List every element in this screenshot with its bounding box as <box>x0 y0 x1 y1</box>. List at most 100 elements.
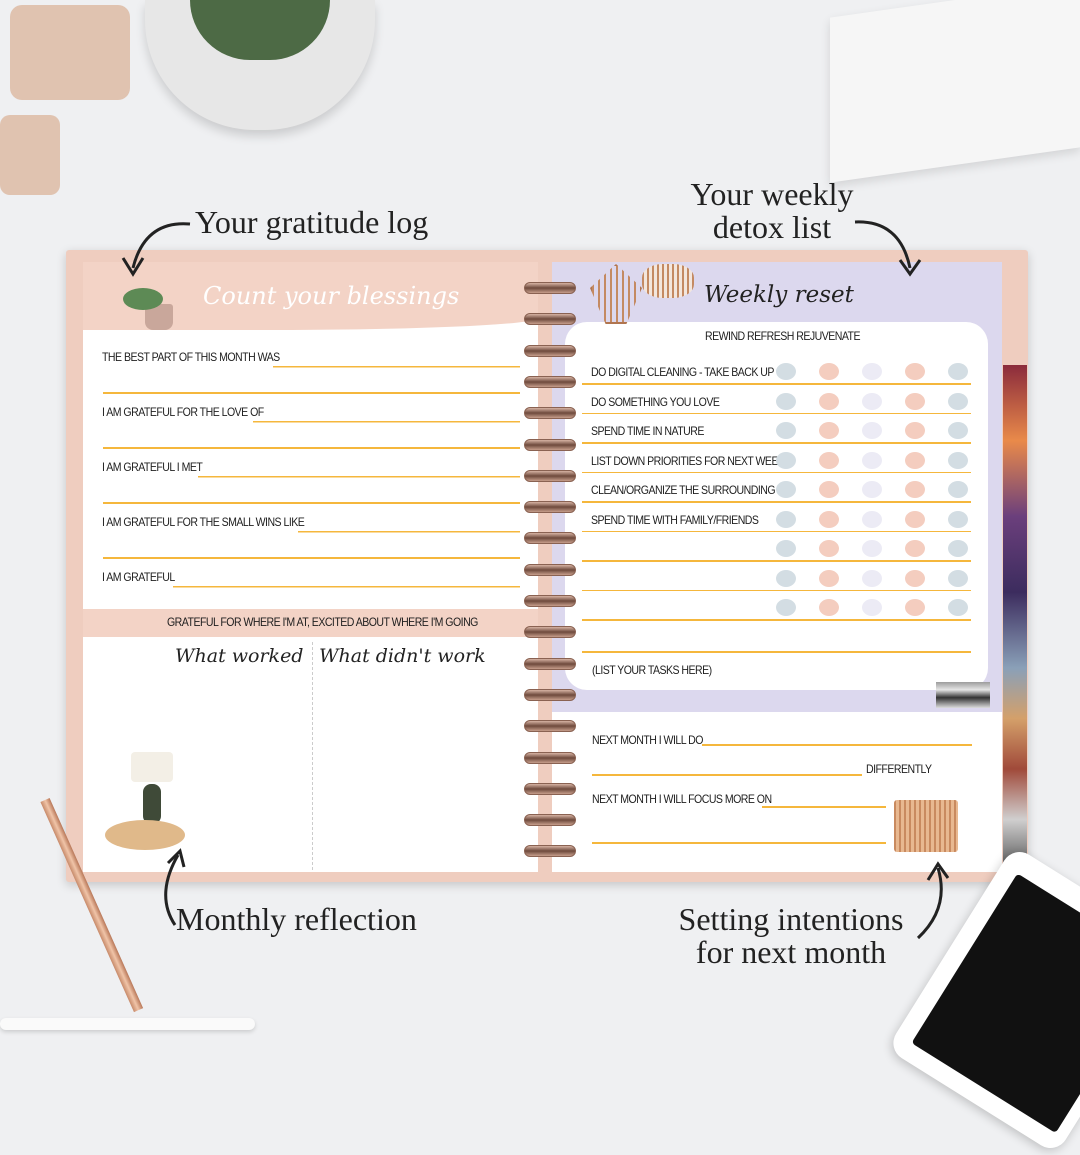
checkbox-dot[interactable] <box>905 481 925 498</box>
checkbox-dot[interactable] <box>776 363 796 380</box>
spiral-coil <box>524 782 576 795</box>
writing-line[interactable] <box>273 366 520 368</box>
checkbox-dot[interactable] <box>862 510 882 528</box>
writing-line <box>592 842 886 844</box>
task-line <box>582 651 971 653</box>
checkbox-dot[interactable] <box>862 392 882 410</box>
checkbox-dot[interactable] <box>819 510 839 528</box>
lamp-illustration <box>105 752 185 852</box>
checkbox-dot[interactable] <box>776 481 796 498</box>
spiral-coil <box>524 626 576 639</box>
checkbox-dot[interactable] <box>862 363 882 380</box>
spiral-coil <box>524 814 576 827</box>
writing-line[interactable] <box>103 392 520 394</box>
checkbox-dot[interactable] <box>776 569 796 587</box>
spiral-coil <box>524 313 576 326</box>
task-line <box>582 530 971 532</box>
checkbox-dot[interactable] <box>905 392 925 410</box>
task-label: CLEAN/ORGANIZE THE SURROUNDING <box>591 483 776 497</box>
checkbox-dot[interactable] <box>776 540 796 557</box>
gratitude-prompt: I AM GRATEFUL I MET <box>102 460 203 474</box>
checkbox-dot[interactable] <box>905 510 925 528</box>
page-tabs[interactable] <box>1003 365 1027 870</box>
gratitude-prompt: THE BEST PART OF THIS MONTH WAS <box>102 350 280 364</box>
task-line <box>582 383 971 385</box>
checkbox-dot[interactable] <box>948 363 968 380</box>
checkbox-dot[interactable] <box>948 599 968 616</box>
banner-text: GRATEFUL FOR WHERE I'M AT, EXCITED ABOUT… <box>167 615 478 629</box>
checkbox-dot[interactable] <box>948 392 968 410</box>
differently-label: DIFFERENTLY <box>866 762 932 776</box>
annotation-detox-1: Your weekly <box>690 176 854 212</box>
checkbox-dot[interactable] <box>948 451 968 469</box>
spiral-coil <box>524 751 576 764</box>
checkbox-dot[interactable] <box>905 422 925 439</box>
checkbox-dot[interactable] <box>905 540 925 557</box>
checkbox-dot[interactable] <box>905 451 925 469</box>
task-line <box>582 442 971 444</box>
writing-line[interactable] <box>103 447 520 449</box>
checkbox-dot[interactable] <box>862 569 882 587</box>
writing-line[interactable] <box>198 476 520 478</box>
checkbox-dot[interactable] <box>819 363 839 380</box>
checkbox-dot[interactable] <box>776 599 796 616</box>
checkbox-dot[interactable] <box>819 422 839 439</box>
checkbox-dot[interactable] <box>776 510 796 528</box>
task-line <box>582 560 971 562</box>
paperclip-jar <box>10 5 130 100</box>
books-illustration <box>936 682 990 708</box>
task-label: DO DIGITAL CLEANING - TAKE BACK UP <box>591 365 774 379</box>
task-line <box>582 619 971 621</box>
writing-line[interactable] <box>103 557 520 559</box>
writing-line <box>592 774 862 776</box>
annotation-gratitude: Your gratitude log <box>195 204 429 240</box>
checkbox-dot[interactable] <box>862 451 882 469</box>
column-divider <box>312 642 313 870</box>
checkbox-dot[interactable] <box>776 422 796 439</box>
checkbox-dot[interactable] <box>862 599 882 616</box>
checkbox-dot[interactable] <box>819 569 839 587</box>
checkbox-dot[interactable] <box>905 569 925 587</box>
checkbox-dot[interactable] <box>905 363 925 380</box>
spiral-coil <box>524 688 576 701</box>
spiral-coil <box>524 375 576 388</box>
spiral-coil <box>524 344 576 357</box>
checkbox-dot[interactable] <box>862 422 882 439</box>
writing-line[interactable] <box>253 421 520 423</box>
checkbox-dot[interactable] <box>905 599 925 616</box>
checkbox-dot[interactable] <box>948 569 968 587</box>
checkbox-dot[interactable] <box>948 510 968 528</box>
task-label: DO SOMETHING YOU LOVE <box>591 394 720 409</box>
banner-band <box>83 609 538 637</box>
checkbox-dot[interactable] <box>776 451 796 469</box>
writing-line[interactable] <box>103 502 520 504</box>
task-label: SPEND TIME WITH FAMILY/FRIENDS <box>591 512 759 527</box>
checkbox-dot[interactable] <box>819 481 839 498</box>
stylus <box>0 1018 255 1030</box>
checkbox-dot[interactable] <box>819 451 839 469</box>
checkbox-dot[interactable] <box>948 481 968 498</box>
writing-line <box>702 744 972 746</box>
checkbox-dot[interactable] <box>948 422 968 439</box>
checkbox-dot[interactable] <box>862 481 882 498</box>
arrow-icon <box>854 220 922 277</box>
spiral-coil <box>524 532 576 545</box>
checkbox-dot[interactable] <box>776 392 796 410</box>
checkbox-dot[interactable] <box>862 540 882 557</box>
next-month-do-label: NEXT MONTH I WILL DO <box>592 733 703 747</box>
page-title: Count your blessings <box>203 282 460 310</box>
writing-line[interactable] <box>298 531 520 533</box>
spiral-coil <box>524 563 576 576</box>
annotation-reflection: Monthly reflection <box>176 901 417 937</box>
right-page: Weekly reset REWIND REFRESH REJUVENATE D… <box>552 262 1002 872</box>
gratitude-prompt: I AM GRATEFUL <box>102 570 175 584</box>
task-line <box>582 501 971 503</box>
checkbox-dot[interactable] <box>819 599 839 616</box>
page-title: Weekly reset <box>704 282 854 308</box>
writing-line[interactable] <box>173 586 520 588</box>
what-didnt-work-heading: What didn't work <box>319 645 486 667</box>
checkbox-dot[interactable] <box>948 540 968 557</box>
what-worked-heading: What worked <box>175 645 304 667</box>
checkbox-dot[interactable] <box>819 392 839 410</box>
checkbox-dot[interactable] <box>819 540 839 557</box>
